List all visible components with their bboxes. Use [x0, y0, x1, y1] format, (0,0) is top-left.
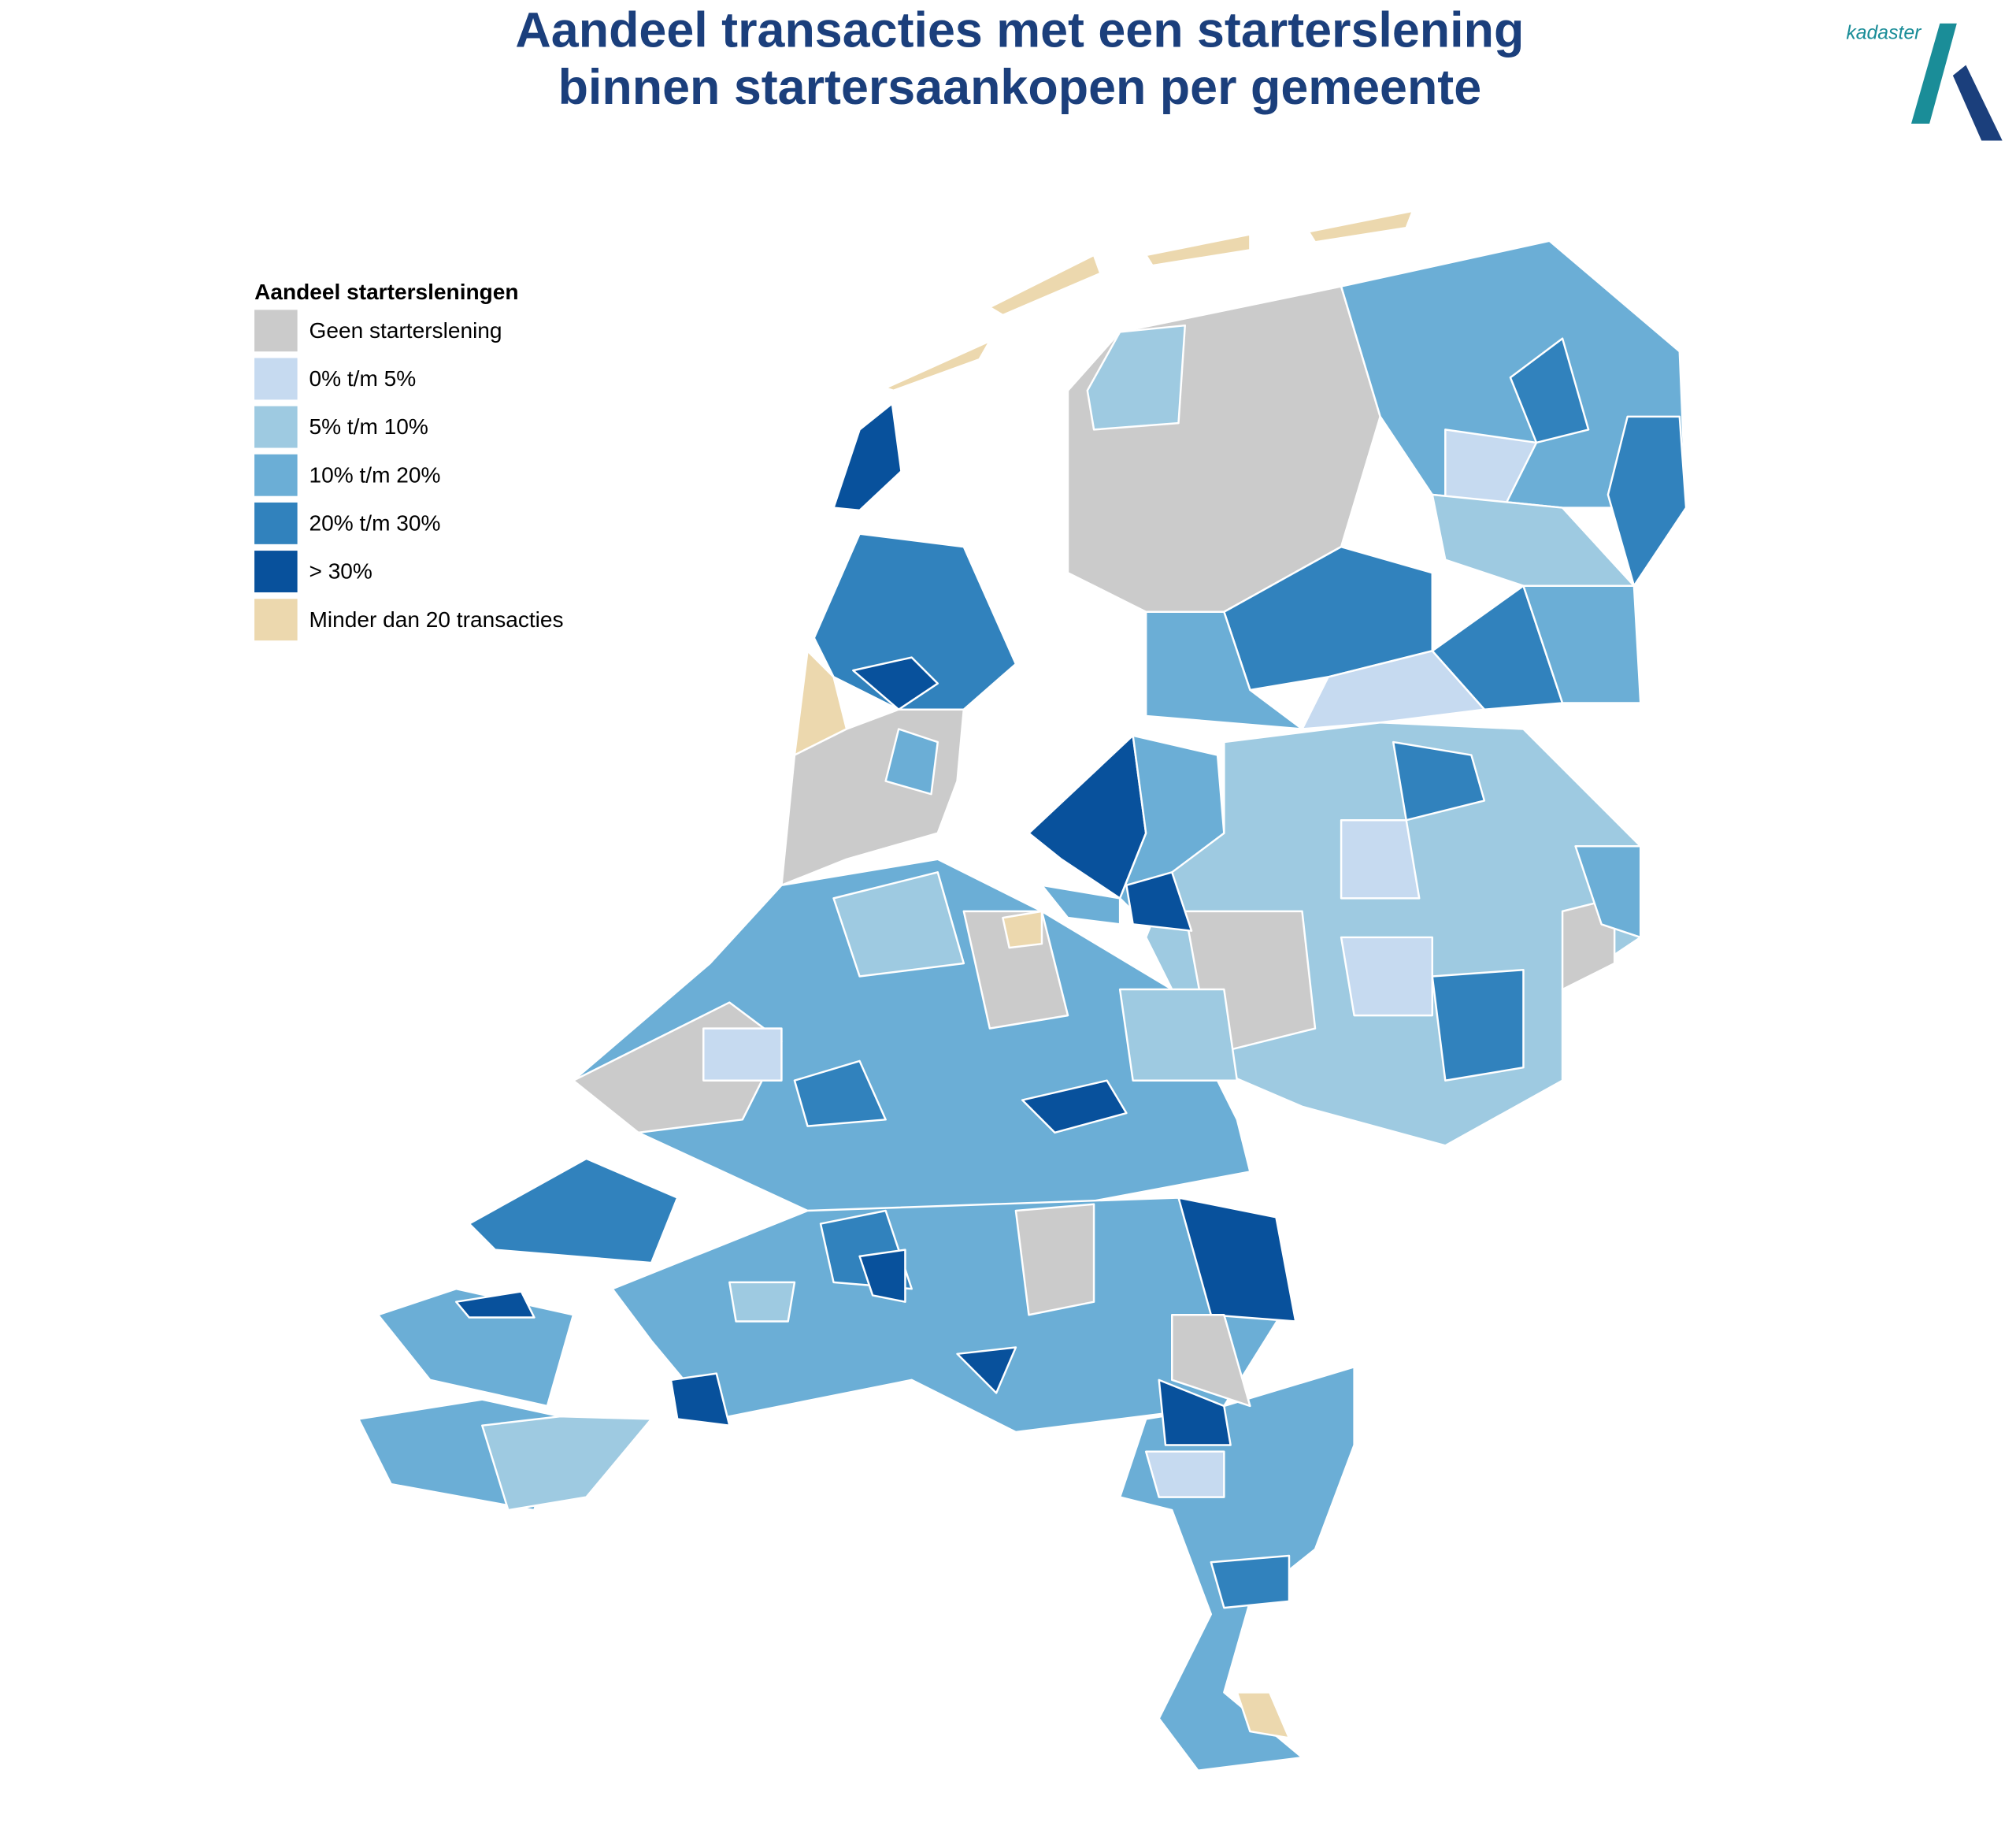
legend-label: 0% t/m 5% — [309, 366, 417, 391]
municipality-region — [858, 1249, 906, 1303]
municipality-region — [1144, 233, 1251, 267]
legend-swatch — [254, 502, 298, 544]
municipality-region — [852, 656, 939, 711]
municipality-region — [1040, 884, 1121, 926]
municipality-region — [1014, 1203, 1095, 1316]
legend-swatch — [254, 599, 298, 641]
legend-label: 20% t/m 30% — [309, 510, 441, 535]
legend-label: Minder dan 20 transacties — [309, 607, 564, 632]
municipality-region — [813, 532, 1017, 711]
municipality-region — [481, 1415, 653, 1512]
title-line: binnen startersaankopen per gemeente — [558, 60, 1482, 115]
municipality-region — [956, 1346, 1017, 1394]
municipality-region — [1171, 1313, 1251, 1408]
logo-text: kadaster — [1846, 23, 1922, 44]
municipality-region — [1340, 936, 1434, 1017]
municipality-region — [1125, 871, 1193, 932]
municipality-region — [1606, 415, 1688, 587]
municipality-region — [669, 1372, 731, 1427]
municipality-region — [455, 1290, 536, 1319]
municipality-region — [1144, 1450, 1225, 1498]
municipality-region — [1392, 740, 1486, 822]
legend-label: 10% t/m 20% — [309, 462, 441, 487]
municipality-region — [1340, 818, 1421, 900]
legend-swatch — [254, 406, 298, 448]
municipality-region — [1028, 734, 1147, 900]
municipality-region — [1509, 337, 1590, 444]
municipality-region — [1236, 1691, 1291, 1739]
title-line: Aandeel transacties met een startersleni… — [515, 2, 1524, 58]
municipality-region — [1431, 969, 1525, 1082]
legend-swatch — [254, 358, 298, 400]
municipality-region — [468, 1157, 679, 1264]
legend-title: Aandeel startersleningen — [254, 280, 518, 304]
legend-swatch — [254, 551, 298, 592]
legend-label: 5% t/m 10% — [309, 414, 428, 439]
municipality-region — [728, 1281, 796, 1323]
logo: kadaster — [1846, 23, 2003, 141]
logo-mark — [1910, 23, 1957, 124]
municipality-region — [832, 871, 965, 978]
legend-swatch — [254, 454, 298, 496]
municipality-region — [1086, 324, 1187, 431]
municipality-region — [1002, 910, 1043, 949]
municipality-region — [1158, 1378, 1232, 1446]
municipality-region — [1522, 584, 1642, 704]
logo-mark — [1952, 65, 2003, 141]
municipality-region — [1307, 210, 1414, 243]
municipality-region — [1021, 1079, 1128, 1134]
municipality-region — [1210, 1554, 1291, 1609]
legend: Aandeel startersleningen Geen startersle… — [254, 280, 564, 641]
municipality-region — [793, 1059, 887, 1127]
legend-swatch — [254, 310, 298, 352]
municipality-region — [1574, 845, 1642, 939]
legend-label: Geen starterslening — [309, 318, 502, 343]
municipality-region — [702, 1027, 783, 1082]
municipality-region — [988, 254, 1102, 317]
municipality-region — [1177, 1197, 1297, 1323]
map — [358, 210, 1688, 1772]
municipality-region — [832, 403, 902, 512]
municipality-region — [1118, 988, 1239, 1082]
municipality-region — [1144, 610, 1303, 730]
municipality-region — [884, 728, 939, 796]
legend-label: > 30% — [309, 559, 372, 584]
municipality-region — [884, 340, 991, 392]
